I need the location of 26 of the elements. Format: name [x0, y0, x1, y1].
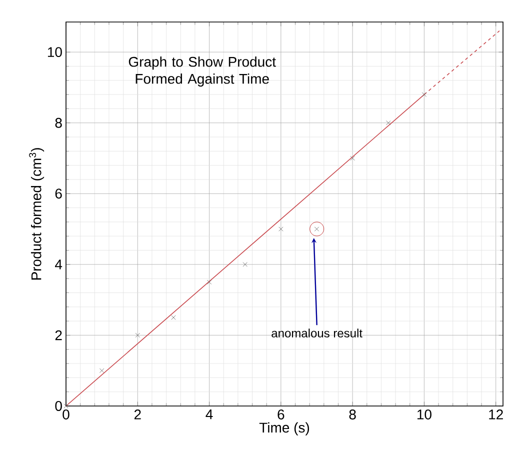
x-tick-label: 12: [489, 410, 503, 420]
y-axis-title: Product formed (cm$^{3}$): [29, 148, 44, 280]
point: [386, 120, 391, 126]
x-tick-label: 8: [349, 410, 356, 420]
x-tick-label: 10: [417, 410, 432, 420]
point: [422, 92, 427, 97]
x-axis-title: Time (s): [259, 422, 310, 436]
point: [350, 156, 355, 161]
y-tick-label: 8: [55, 118, 62, 128]
x-tick-label: 6: [278, 410, 284, 420]
y-tick-label: 6: [55, 188, 62, 199]
point: [135, 332, 140, 338]
y-tick-label: 0: [55, 401, 62, 411]
point: [206, 280, 212, 284]
x-tick-label: 4: [206, 410, 213, 420]
text: Graph to Show Product Formed Against Time: [128, 56, 276, 87]
annotation: anomalous result: [272, 328, 362, 338]
point: [100, 368, 104, 373]
point: [171, 315, 176, 320]
y-tick-label: 4: [54, 260, 62, 270]
x-tick-label: 2: [134, 410, 141, 420]
x-tick-label: 0: [62, 410, 70, 420]
y-tick-label: 2: [55, 330, 62, 340]
point: [242, 262, 248, 267]
point: [278, 226, 284, 232]
y-tick-label: 10: [48, 47, 62, 58]
